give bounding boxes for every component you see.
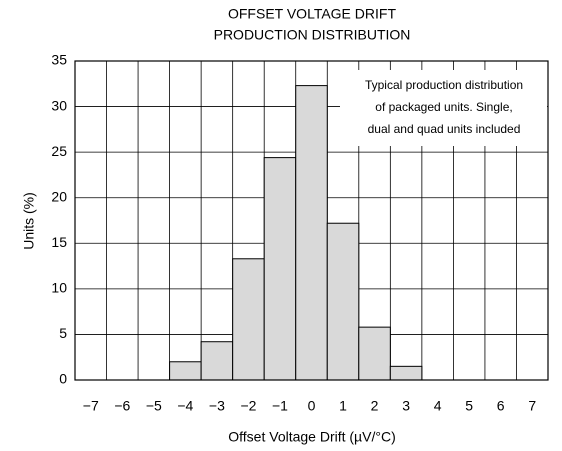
y-tick-label: 5 — [59, 325, 67, 341]
bar — [263, 157, 297, 381]
chart-title: OFFSET VOLTAGE DRIFT — [228, 6, 396, 22]
bar — [358, 326, 391, 381]
x-tick-label: 5 — [465, 398, 473, 414]
y-tick-label: 25 — [51, 143, 67, 159]
x-axis-label: Offset Voltage Drift (µV/°C) — [228, 429, 395, 445]
x-tick-label: 1 — [339, 398, 347, 414]
y-tick-label: 15 — [51, 234, 67, 250]
y-tick-label: 10 — [51, 280, 67, 296]
x-tick-label: −1 — [272, 398, 288, 414]
y-tick-label: 20 — [51, 188, 67, 204]
x-tick-label: 6 — [497, 398, 505, 414]
x-tick-label: −2 — [240, 398, 256, 414]
y-tick-label: 0 — [59, 371, 67, 387]
y-tick-label: 30 — [51, 97, 67, 113]
x-tick-label: 7 — [528, 398, 536, 414]
x-tick-label: −6 — [114, 398, 130, 414]
bar — [169, 361, 202, 381]
bar — [232, 258, 265, 381]
annotation-box — [340, 70, 547, 146]
x-tick-label: 3 — [402, 398, 410, 414]
y-tick-label: 35 — [51, 52, 67, 68]
x-tick-label: −5 — [146, 398, 162, 414]
x-tick-label: −4 — [177, 398, 193, 414]
chart-title: PRODUCTION DISTRIBUTION — [214, 27, 411, 43]
x-tick-label: 2 — [371, 398, 379, 414]
bar — [326, 222, 360, 381]
bar — [200, 341, 234, 381]
annotation: dual and quad units included — [368, 122, 521, 136]
x-tick-label: −7 — [83, 398, 99, 414]
plot-frame — [74, 60, 549, 381]
bar — [389, 365, 423, 381]
annotation: of packaged units. Single, — [375, 100, 512, 114]
x-tick-label: 4 — [434, 398, 442, 414]
bar — [295, 85, 328, 381]
y-axis-label: Units (%) — [21, 192, 37, 250]
annotation: Typical production distribution — [365, 78, 523, 92]
x-tick-label: 0 — [308, 398, 316, 414]
x-tick-label: −3 — [209, 398, 225, 414]
